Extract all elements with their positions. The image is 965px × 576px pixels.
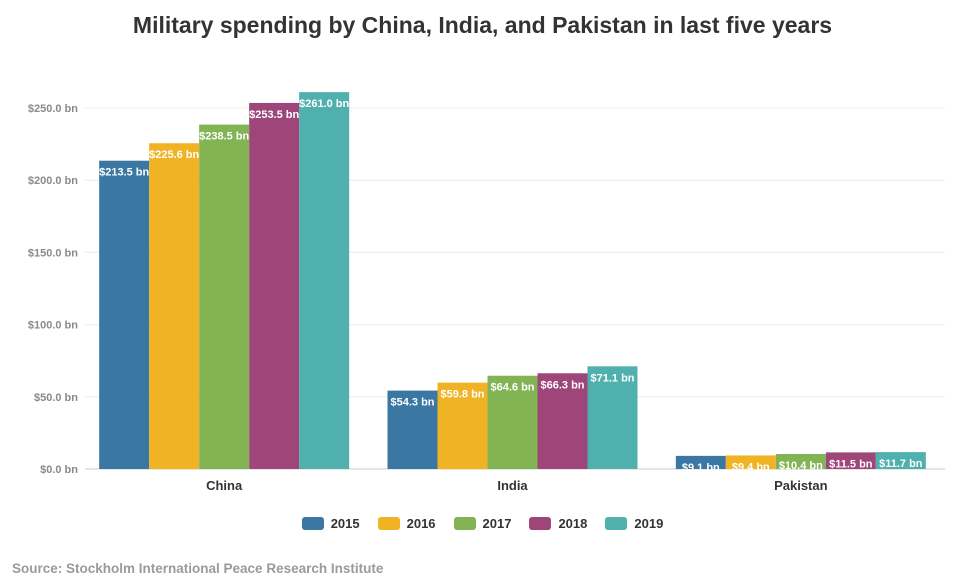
x-tick-label: Pakistan	[774, 478, 828, 493]
data-label: $64.6 bn	[490, 382, 534, 394]
y-tick-label: $250.0 bn	[28, 103, 78, 115]
bar-chart: $0.0 bn $50.0 bn $100.0 bn $150.0 bn $200.0 …	[28, 92, 945, 493]
data-label: $225.6 bn	[149, 149, 199, 161]
bar	[199, 124, 250, 469]
data-label: $66.3 bn	[540, 379, 584, 391]
bar	[537, 373, 588, 469]
data-label: $9.4 bn	[732, 461, 770, 473]
data-label: $59.8 bn	[440, 389, 484, 401]
legend-label: 2016	[406, 516, 436, 531]
data-label: $253.5 bn	[249, 109, 299, 121]
data-label: $9.1 bn	[682, 462, 720, 474]
legend-swatch	[301, 517, 324, 530]
legend-item[interactable]: 2016	[377, 516, 436, 531]
x-tick-label: India	[497, 478, 528, 493]
legend: 2015 2016 2017 2018 2019	[0, 516, 965, 531]
bar	[587, 366, 638, 469]
data-label: $10.4 bn	[779, 460, 823, 472]
data-label: $11.7 bn	[879, 458, 923, 470]
bar	[387, 390, 438, 469]
data-label: $238.5 bn	[199, 131, 249, 143]
y-tick-label: $200.0 bn	[28, 175, 78, 187]
data-label: $261.0 bn	[299, 98, 349, 110]
bar	[249, 102, 300, 470]
source-note: Source: Stockholm International Peace Re…	[12, 561, 384, 576]
data-label: $54.3 bn	[390, 397, 434, 409]
chart-title: Military spending by China, India, and P…	[132, 12, 833, 38]
data-label: $11.5 bn	[829, 458, 873, 470]
legend-item[interactable]: 2018	[529, 516, 587, 531]
x-tick-label: China	[206, 478, 243, 493]
bar	[825, 452, 876, 469]
legend-item[interactable]: 2017	[453, 516, 512, 531]
legend-swatch	[377, 517, 400, 530]
legend-label: 2015	[330, 516, 360, 531]
y-tick-label: $0.0 bn	[40, 464, 78, 476]
bar	[725, 455, 776, 469]
y-tick-label: $100.0 bn	[28, 320, 78, 332]
legend-swatch	[453, 517, 476, 530]
bar	[775, 453, 826, 469]
bar	[437, 382, 488, 469]
data-label: $213.5 bn	[99, 167, 149, 179]
bar	[875, 452, 926, 469]
y-tick-label: $150.0 bn	[28, 247, 78, 259]
bar	[99, 160, 150, 469]
legend-swatch	[605, 517, 628, 530]
legend-item[interactable]: 2015	[301, 516, 360, 531]
bar	[149, 143, 200, 470]
data-label: $71.1 bn	[590, 372, 634, 384]
legend-label: 2017	[482, 516, 512, 531]
bar	[299, 92, 350, 469]
y-tick-label: $50.0 bn	[34, 392, 78, 404]
legend-item[interactable]: 2019	[605, 516, 663, 531]
legend-label: 2019	[634, 516, 664, 531]
legend-swatch	[529, 517, 552, 530]
bar	[487, 375, 538, 469]
legend-label: 2018	[558, 516, 588, 531]
bar	[675, 455, 726, 469]
